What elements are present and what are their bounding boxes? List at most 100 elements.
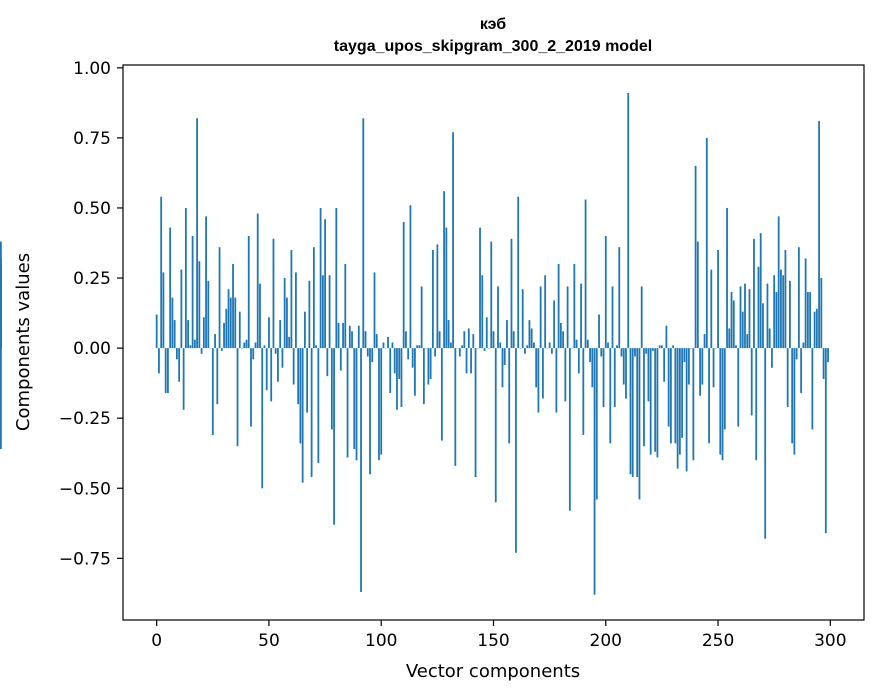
bar-component-104 [389, 348, 392, 393]
bar-component-269 [759, 233, 762, 349]
bar-component-147 [485, 317, 488, 349]
bar-component-132 [452, 132, 454, 349]
bar-component-248 [712, 348, 715, 388]
bar-component-183 [566, 286, 569, 349]
bar-component-232 [676, 348, 679, 469]
bar-component-200 [604, 235, 607, 349]
bar-component-157 [508, 348, 511, 444]
bar-component-293 [813, 311, 816, 349]
bar-component-294 [815, 308, 818, 349]
bar-component-270 [762, 303, 764, 349]
bar-component-181 [562, 331, 565, 349]
bar-component-253 [723, 348, 726, 430]
bar-component-15 [189, 345, 192, 349]
bar-component-191 [584, 199, 587, 349]
bar-component-17 [193, 339, 196, 349]
bar-component-205 [616, 345, 618, 349]
bar-component-108 [398, 348, 401, 379]
bar-component-27 [216, 348, 219, 405]
bar-component-70 [312, 247, 315, 349]
bar-component-118 [420, 286, 423, 349]
bar-component-51 [270, 348, 273, 402]
bar-component-0 [155, 314, 158, 349]
bar-component-96 [371, 348, 374, 363]
bar-component-74 [321, 275, 324, 349]
bar-component-168 [533, 342, 535, 349]
bar-component-14 [187, 320, 190, 349]
bar-component-239 [692, 348, 695, 461]
bar-component-173 [544, 275, 547, 349]
bar-component-180 [559, 322, 562, 349]
x-tick-label: 200 [590, 631, 622, 651]
bar-component-297 [822, 348, 825, 379]
bar-component-159 [512, 331, 515, 349]
bar-component-141 [472, 334, 475, 349]
x-tick-label: 150 [477, 631, 509, 651]
bar-component-177 [553, 300, 556, 349]
bar-component-231 [674, 348, 677, 444]
bar-component-undefined [0, 348, 2, 450]
bar-component-227 [665, 325, 668, 349]
bar-component-121 [427, 348, 430, 385]
bar-component-211 [629, 348, 632, 475]
bar-component-16 [191, 235, 194, 349]
bar-component-43 [252, 348, 255, 360]
bar-component-87 [351, 331, 353, 349]
bar-component-281 [786, 348, 789, 407]
bar-component-203 [611, 286, 614, 349]
bar-component-235 [683, 348, 686, 363]
bar-component-94 [366, 348, 369, 357]
bar-component-295 [818, 121, 820, 349]
bar-component-138 [465, 348, 468, 374]
y-tick-label: −0.75 [59, 549, 111, 569]
bar-component-75 [324, 219, 326, 349]
bar-component-271 [764, 348, 767, 539]
bar-component-199 [602, 348, 605, 407]
bar-component-92 [362, 118, 365, 349]
bar-component-83 [342, 322, 344, 349]
bar-component-2 [160, 196, 163, 349]
bar-component-290 [806, 292, 809, 349]
bar-component-57 [283, 278, 286, 349]
bar-component-228 [667, 348, 670, 427]
bar-component-226 [663, 348, 666, 382]
bar-component-218 [645, 348, 648, 354]
bar-component-242 [699, 348, 701, 396]
bar-component-179 [557, 264, 560, 349]
bar-component-133 [454, 348, 457, 466]
bar-component-80 [335, 207, 338, 349]
bar-component-45 [256, 213, 259, 349]
bar-component-219 [647, 348, 650, 402]
bar-component-107 [396, 348, 398, 410]
bar-component-291 [809, 292, 812, 349]
bar-component-156 [506, 320, 508, 349]
bar-component-117 [418, 345, 421, 349]
bar-component-170 [537, 348, 540, 413]
bar-component-275 [773, 275, 776, 349]
bar-component-222 [654, 348, 657, 452]
bar-component-26 [214, 334, 216, 349]
bar-component-230 [672, 345, 675, 349]
bar-component-59 [288, 336, 291, 349]
bar-component-37 [238, 311, 241, 349]
bar-component-91 [360, 348, 362, 592]
bar-component-78 [330, 348, 333, 430]
bar-component-71 [315, 345, 318, 349]
bar-component-93 [364, 331, 367, 349]
bar-component-101 [382, 342, 385, 349]
bar-component-11 [180, 269, 183, 349]
bar-component-264 [748, 289, 751, 349]
bar-component-163 [521, 289, 524, 349]
bar-component-5 [167, 348, 169, 393]
bar-component-4 [164, 348, 167, 393]
bar-component-151 [494, 348, 497, 503]
x-tick-label: 250 [702, 631, 734, 651]
bar-component-161 [517, 196, 520, 349]
bar-component-164 [524, 348, 526, 354]
bar-component-99 [378, 348, 380, 461]
bar-component-52 [272, 238, 275, 349]
bar-component-126 [438, 331, 441, 349]
bar-component-272 [766, 283, 769, 349]
bar-component-255 [728, 328, 731, 349]
